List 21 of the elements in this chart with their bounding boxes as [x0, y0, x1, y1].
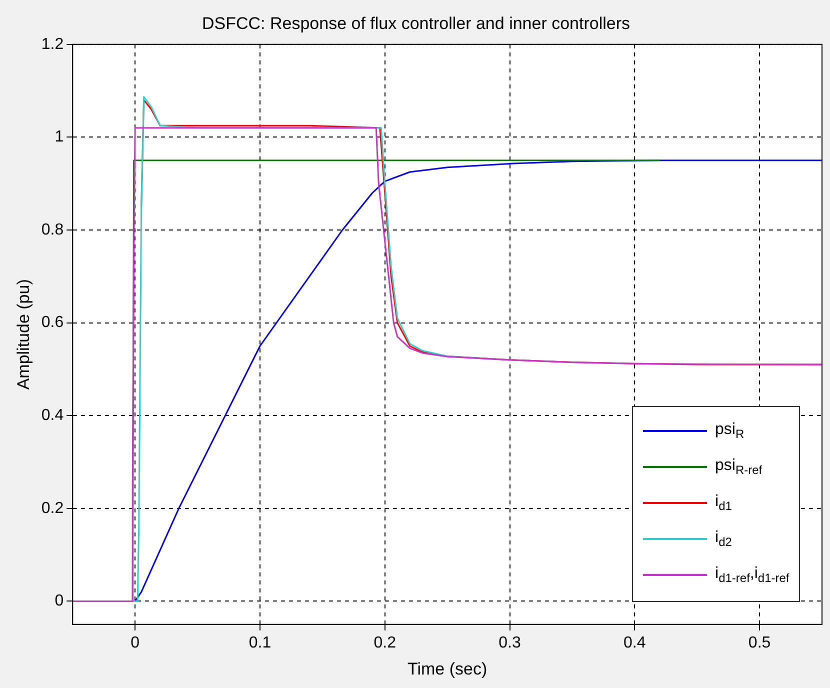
y-tick-label: 0 — [54, 592, 64, 610]
y-tick-label: 0.6 — [41, 314, 64, 332]
y-axis-title: Amplitude (pu) — [14, 279, 33, 390]
y-tick-label: 0.8 — [41, 221, 64, 238]
x-tick-label: 0.5 — [748, 634, 771, 652]
legend-label: psi$_{R-ref}$ — [715, 457, 762, 478]
y-tick-label: 0.2 — [41, 500, 64, 517]
legend-label: i$_{d2}$ — [715, 529, 732, 550]
x-axis-title: Time (sec) — [407, 659, 488, 678]
x-tick-label: 0.1 — [248, 634, 272, 652]
x-tick-label: 0.3 — [498, 634, 521, 652]
x-tick-label: 0 — [130, 634, 140, 652]
y-tick-label: 1 — [54, 128, 64, 146]
legend-label: i$_{d1-ref}$,i$_{d1-ref}$ — [715, 565, 790, 586]
x-tick-label: 0.4 — [624, 634, 646, 652]
legend-label: i$_{d1}$ — [715, 493, 732, 514]
x-tick-label: 0.2 — [374, 634, 396, 652]
legend-label: psi$_{R}$ — [715, 421, 744, 442]
y-tick-label: 1.2 — [41, 36, 64, 53]
chart-title: DSFCC: Response of flux controller and inner controllers — [202, 14, 630, 33]
y-tick-label: 0.4 — [41, 407, 64, 424]
